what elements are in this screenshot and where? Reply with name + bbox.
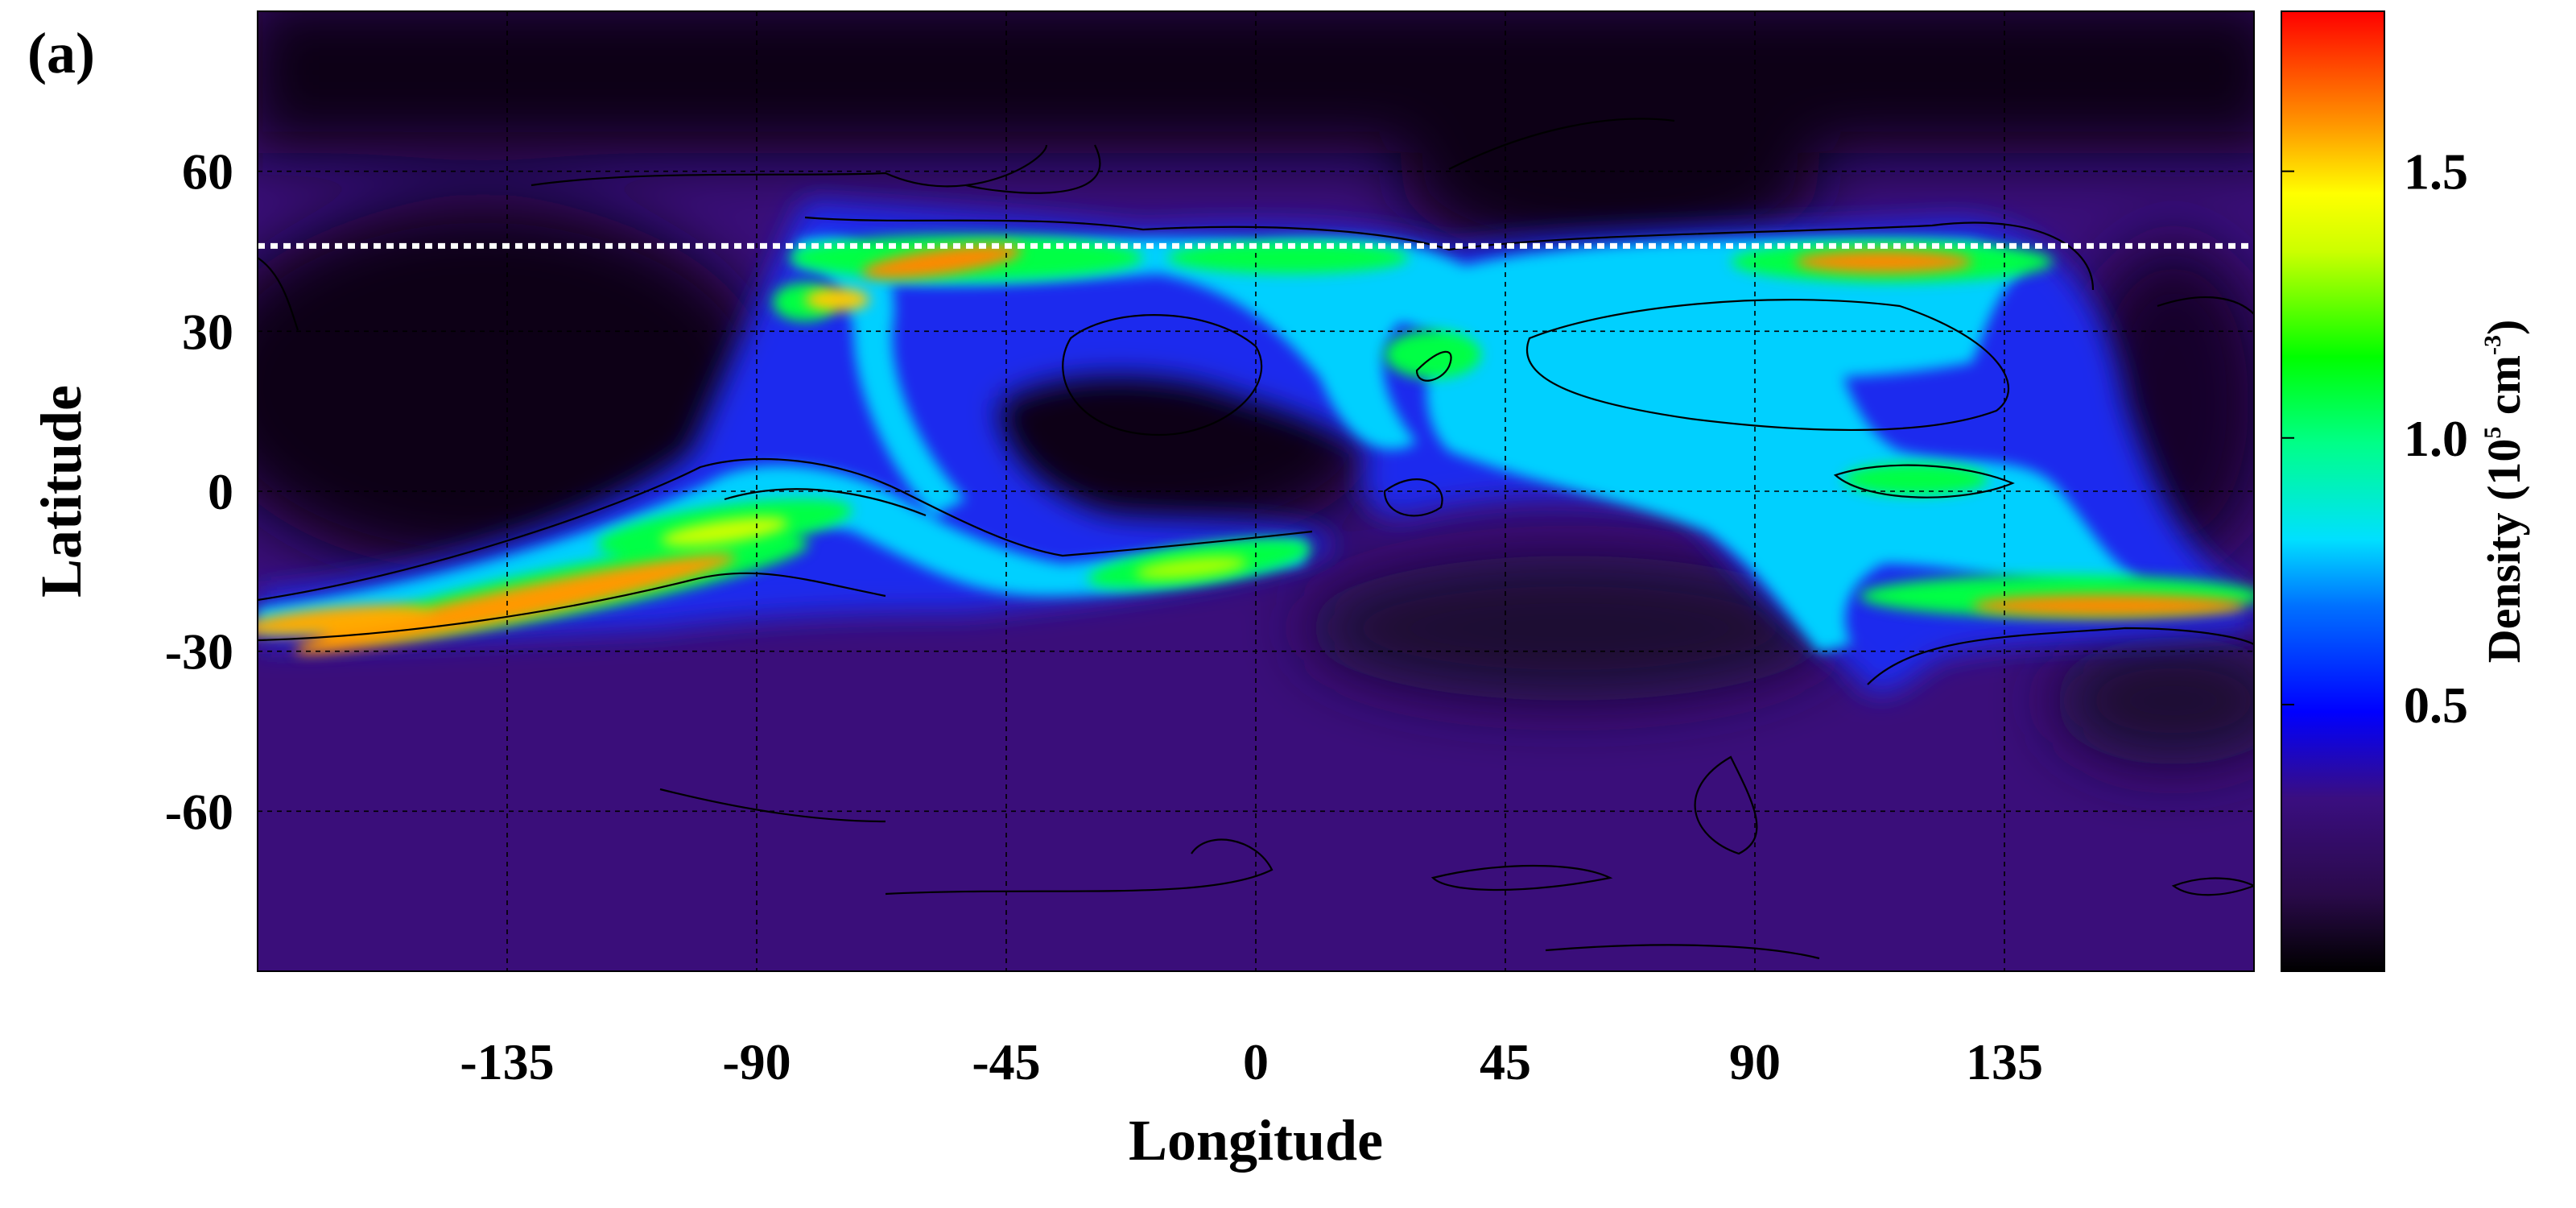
colorbar-label-prefix: Density (10 (2478, 439, 2530, 664)
colorbar-label: Density (105 cm-3) (2478, 320, 2530, 664)
x-tick-label: -135 (460, 1033, 554, 1090)
x-tick-label: 0 (1243, 1033, 1269, 1090)
x-tick-label: 45 (1480, 1033, 1531, 1090)
y-tick-label: 60 (182, 143, 233, 201)
colorbar-tick-label: 1.0 (2404, 410, 2468, 467)
x-tick-label: 135 (1966, 1033, 2043, 1090)
colorbar-label-exp2: -3 (2479, 335, 2506, 355)
colorbar-tick-label: 0.5 (2404, 676, 2468, 734)
density-heatmap (258, 11, 2254, 971)
x-axis-ticks: -135 -90 -45 0 45 90 135 (460, 1033, 2043, 1090)
x-tick-label: -45 (972, 1033, 1040, 1090)
y-tick-label: -30 (165, 623, 233, 681)
plot-frame (257, 10, 2255, 972)
contour-lines (258, 118, 2254, 960)
y-axis-ticks: 60 30 0 -30 -60 (165, 143, 233, 841)
y-tick-label: 0 (208, 463, 233, 520)
grid-lines (258, 11, 2254, 971)
colorbar-label-exp1: 5 (2479, 427, 2506, 439)
panel-label: (a) (27, 21, 95, 85)
colorbar-ticks: 0.5 1.0 1.5 (2281, 143, 2468, 734)
colorbar-label-suffix: ) (2478, 320, 2530, 335)
y-tick-label: 30 (182, 303, 233, 360)
peak-density-ridges (258, 244, 2246, 654)
x-tick-label: 90 (1729, 1033, 1781, 1090)
x-tick-label: -90 (722, 1033, 791, 1090)
y-axis-label: Latitude (29, 385, 93, 598)
colorbar-label-mid: cm (2478, 355, 2530, 427)
x-axis-label: Longitude (1129, 1108, 1383, 1173)
colorbar (2281, 10, 2385, 972)
colorbar-tick-label: 1.5 (2404, 143, 2468, 201)
y-tick-label: -60 (165, 783, 233, 840)
